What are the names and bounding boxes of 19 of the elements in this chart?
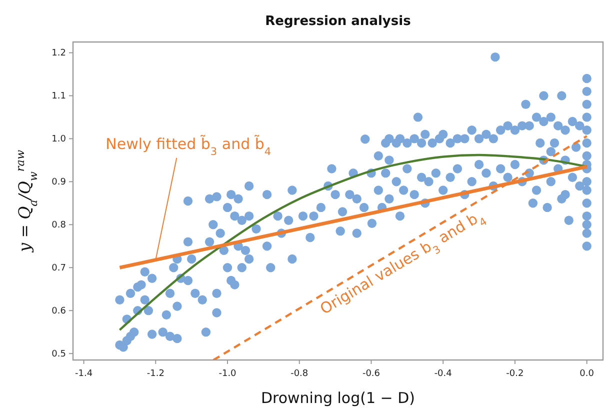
y-tick-label: 1.1 [52, 92, 66, 102]
y-tick-label: 0.8 [52, 220, 66, 231]
x-tick-label: -0.4 [434, 369, 452, 379]
chart-title: Regression analysis [265, 14, 412, 29]
y-tick-label: 0.5 [52, 350, 66, 360]
y-tick-label: 0.6 [52, 306, 66, 317]
y-tick-label: 1.0 [52, 134, 66, 145]
annotation: Newly fitted b̃$_{3}$ and b̃$_{4}$ [106, 134, 272, 158]
x-tick-label: -1.0 [218, 369, 237, 379]
x-tick-label: -0.6 [362, 369, 380, 379]
x-tick-label: -1.2 [146, 369, 164, 379]
y-tick-label: 0.7 [52, 264, 66, 274]
x-tick-label: 0.0 [580, 369, 594, 379]
x-axis-title: Drowning log(1 − D) [260, 389, 416, 407]
y-tick-label: 1.2 [52, 48, 66, 59]
x-tick-label: -0.8 [290, 369, 308, 379]
x-tick-label: -1.4 [75, 369, 93, 379]
y-tick-label: 0.9 [52, 178, 66, 188]
x-tick-label: -0.2 [506, 369, 524, 379]
